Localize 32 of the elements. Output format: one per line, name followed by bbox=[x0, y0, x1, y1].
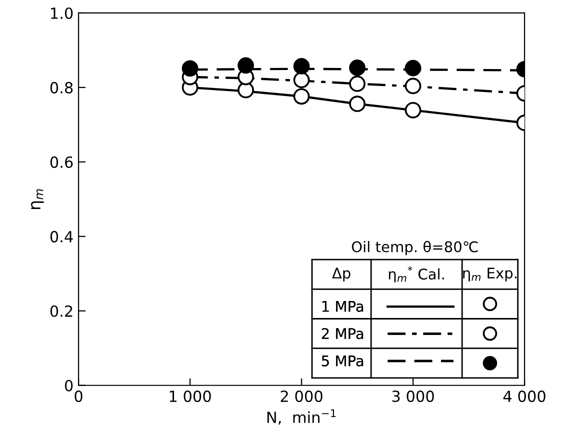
annotation: Δp bbox=[332, 268, 350, 282]
legend-label: 2 MPa bbox=[322, 328, 364, 340]
point bbox=[238, 82, 254, 98]
x-tick-label: 0 bbox=[74, 390, 82, 402]
legend-label: 5 MPa bbox=[322, 356, 364, 366]
point bbox=[404, 60, 422, 76]
point bbox=[349, 60, 366, 76]
annotation: η$_{m}$$^{*}$ Cal. bbox=[388, 266, 444, 282]
x-tick-label: 2 000 bbox=[280, 390, 322, 402]
point bbox=[293, 58, 310, 74]
y-tick-label: 0.6 bbox=[50, 156, 73, 168]
point bbox=[238, 57, 254, 74]
y-tick-label: 0.8 bbox=[50, 82, 73, 94]
annotation: η$_{m}$ Exp. bbox=[463, 268, 516, 282]
x-tick-label: 1 000 bbox=[170, 390, 211, 402]
point bbox=[349, 76, 366, 92]
point bbox=[293, 72, 310, 88]
legend-label: 1 MPa bbox=[322, 301, 364, 312]
x-tick-label: 3 000 bbox=[392, 390, 434, 402]
point bbox=[404, 78, 422, 94]
x-axis-title: N, min$^{−1}$ bbox=[267, 409, 336, 425]
point bbox=[349, 96, 366, 112]
y-tick-label: 0.2 bbox=[50, 305, 72, 317]
y-tick-label: 1.0 bbox=[51, 7, 73, 20]
point bbox=[293, 88, 310, 105]
y-tick-label: 0.4 bbox=[50, 230, 73, 242]
legend-title: Oil temp. θ=80℃ bbox=[352, 240, 478, 256]
y-axis-title: η$_{m}$ bbox=[30, 189, 44, 209]
y-tick-label: 0 bbox=[64, 380, 73, 392]
point bbox=[182, 60, 198, 77]
point bbox=[404, 102, 422, 118]
x-tick-label: 4 000 bbox=[503, 390, 546, 402]
